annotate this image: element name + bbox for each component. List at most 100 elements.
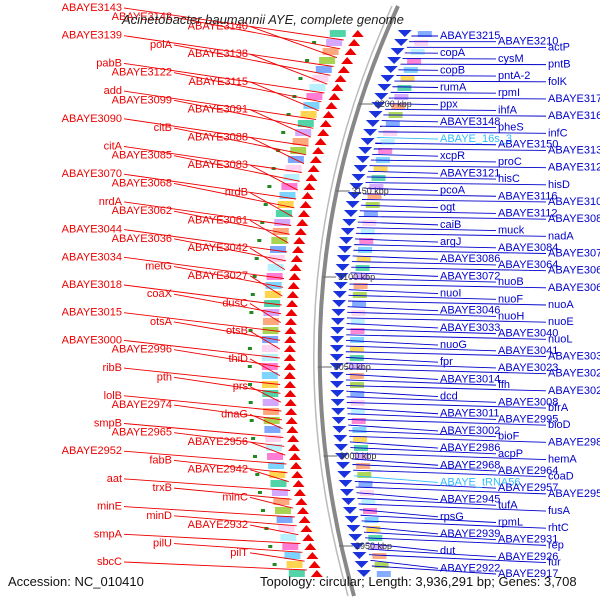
gene-label-right: ABAYE2922 <box>440 562 500 574</box>
gene-leader-right <box>375 142 497 146</box>
gene-label-right: nuoE <box>548 316 574 328</box>
reverse-gene-arrow <box>351 174 366 181</box>
reverse-gene-arrow <box>343 210 358 217</box>
gene-leader-left <box>249 26 338 59</box>
gene-label-right: ABAYE3100 <box>548 196 600 208</box>
gene-label-right: ABAYE3072 <box>440 270 500 282</box>
gene-label-right: nuoA <box>548 299 574 311</box>
reverse-gene-arrow <box>355 156 370 163</box>
gene-label-left: nrdA <box>99 196 123 208</box>
reverse-gene-arrow <box>331 417 346 424</box>
forward-gene-arrow <box>325 102 338 109</box>
gene-leader-right <box>345 362 497 369</box>
gc-marker <box>251 437 256 440</box>
forward-gene-arrow <box>284 381 297 388</box>
forward-gene-arrow <box>317 129 330 136</box>
gene-leader-right <box>346 340 439 346</box>
gene-label-left: dnaG <box>221 408 248 420</box>
gene-label-right: ABAYE3064 <box>498 259 558 271</box>
gene-label-right: hemA <box>548 454 577 466</box>
gene-label-left: ABAYE3138 <box>188 48 248 60</box>
gene-leader-left <box>249 219 289 244</box>
gene-label-right: rpmL <box>498 516 523 528</box>
gene-leader-left <box>173 515 297 527</box>
gc-marker <box>252 275 257 278</box>
gc-marker <box>276 149 281 152</box>
forward-gene-arrow <box>291 246 304 253</box>
gene-label-right: ABAYE3167 <box>548 110 600 122</box>
gene-label-right: acpP <box>498 448 523 460</box>
gene-leader-right <box>358 215 547 220</box>
gc-marker <box>267 185 272 188</box>
gene-leader-right <box>392 86 439 88</box>
reverse-gene-arrow <box>337 471 352 478</box>
reverse-gene-arrow <box>336 255 351 262</box>
composition-block <box>312 75 329 82</box>
gene-label-right: cysM <box>498 53 524 65</box>
composition-block <box>283 174 300 181</box>
gene-label-right: ABAYE3171 <box>548 93 600 105</box>
gene-label-left: citA <box>104 141 123 153</box>
gene-label-right: ABAYE3121 <box>440 167 500 179</box>
gene-leader-right <box>364 187 439 191</box>
scale-tick-label: 3000 kbp <box>339 451 376 461</box>
gene-leader-right <box>352 464 497 472</box>
gene-leader-left <box>173 376 281 394</box>
composition-block <box>284 552 301 559</box>
forward-gene-arrow <box>322 111 335 118</box>
reverse-gene-arrow <box>350 543 365 550</box>
gc-marker <box>257 491 262 494</box>
composition-block <box>329 30 346 37</box>
forward-gene-arrow <box>302 534 315 541</box>
gc-marker <box>305 59 310 62</box>
cog-category-block <box>355 454 369 460</box>
gene-label-left: thiD <box>228 353 248 365</box>
gene-label-right: hisD <box>548 179 570 191</box>
gene-leader-right <box>357 497 497 506</box>
composition-block <box>261 372 278 379</box>
forward-gene-arrow <box>305 174 318 181</box>
gene-label-right: ABAYE2939 <box>440 528 500 540</box>
cog-category-block <box>351 418 366 424</box>
reverse-gene-arrow <box>363 129 378 136</box>
gene-leader-right <box>354 480 497 489</box>
reverse-gene-arrow <box>371 102 386 109</box>
reverse-gene-arrow <box>330 399 345 406</box>
composition-block <box>262 390 279 397</box>
gene-leader-left <box>123 173 297 200</box>
gene-label-right: nuoF <box>498 293 523 305</box>
gene-leader-right <box>345 373 439 380</box>
gene-leader-right <box>346 390 439 398</box>
gene-leader-left <box>249 81 319 112</box>
gene-leader-left <box>249 496 294 509</box>
gene-label-left: coaX <box>147 288 173 300</box>
composition-block <box>266 273 283 280</box>
gene-label-right: folK <box>548 76 568 88</box>
gene-label-left: otsA <box>150 316 173 328</box>
gene-leader-right <box>346 385 547 392</box>
composition-block <box>270 246 286 253</box>
composition-block <box>261 354 278 361</box>
gene-leader-right <box>376 137 439 140</box>
gc-marker <box>272 563 277 566</box>
gene-leader-left <box>123 478 291 491</box>
gene-label-right: ffh <box>498 379 510 391</box>
gene-leader-left <box>173 349 280 368</box>
gene-label-right: ABAYE3011 <box>440 408 500 420</box>
gene-leader-right <box>396 75 497 77</box>
cog-category-block <box>369 184 384 190</box>
forward-gene-arrow <box>284 336 297 343</box>
gene-leader-right <box>346 334 547 340</box>
gc-marker <box>250 293 255 296</box>
genome-ring-inner <box>313 5 393 597</box>
gene-label-left: pabB <box>96 57 122 69</box>
reverse-gene-arrow <box>358 147 373 154</box>
gene-label-left: sbcC <box>97 556 122 568</box>
gene-leader-right <box>367 548 497 558</box>
gene-leader-right <box>353 249 547 254</box>
gene-leader-left <box>173 127 307 156</box>
gene-label-right: ABAYE_16s_3 <box>440 133 512 145</box>
reverse-gene-arrow <box>390 48 405 55</box>
gene-label-right: ABAYE3063 <box>548 282 600 294</box>
